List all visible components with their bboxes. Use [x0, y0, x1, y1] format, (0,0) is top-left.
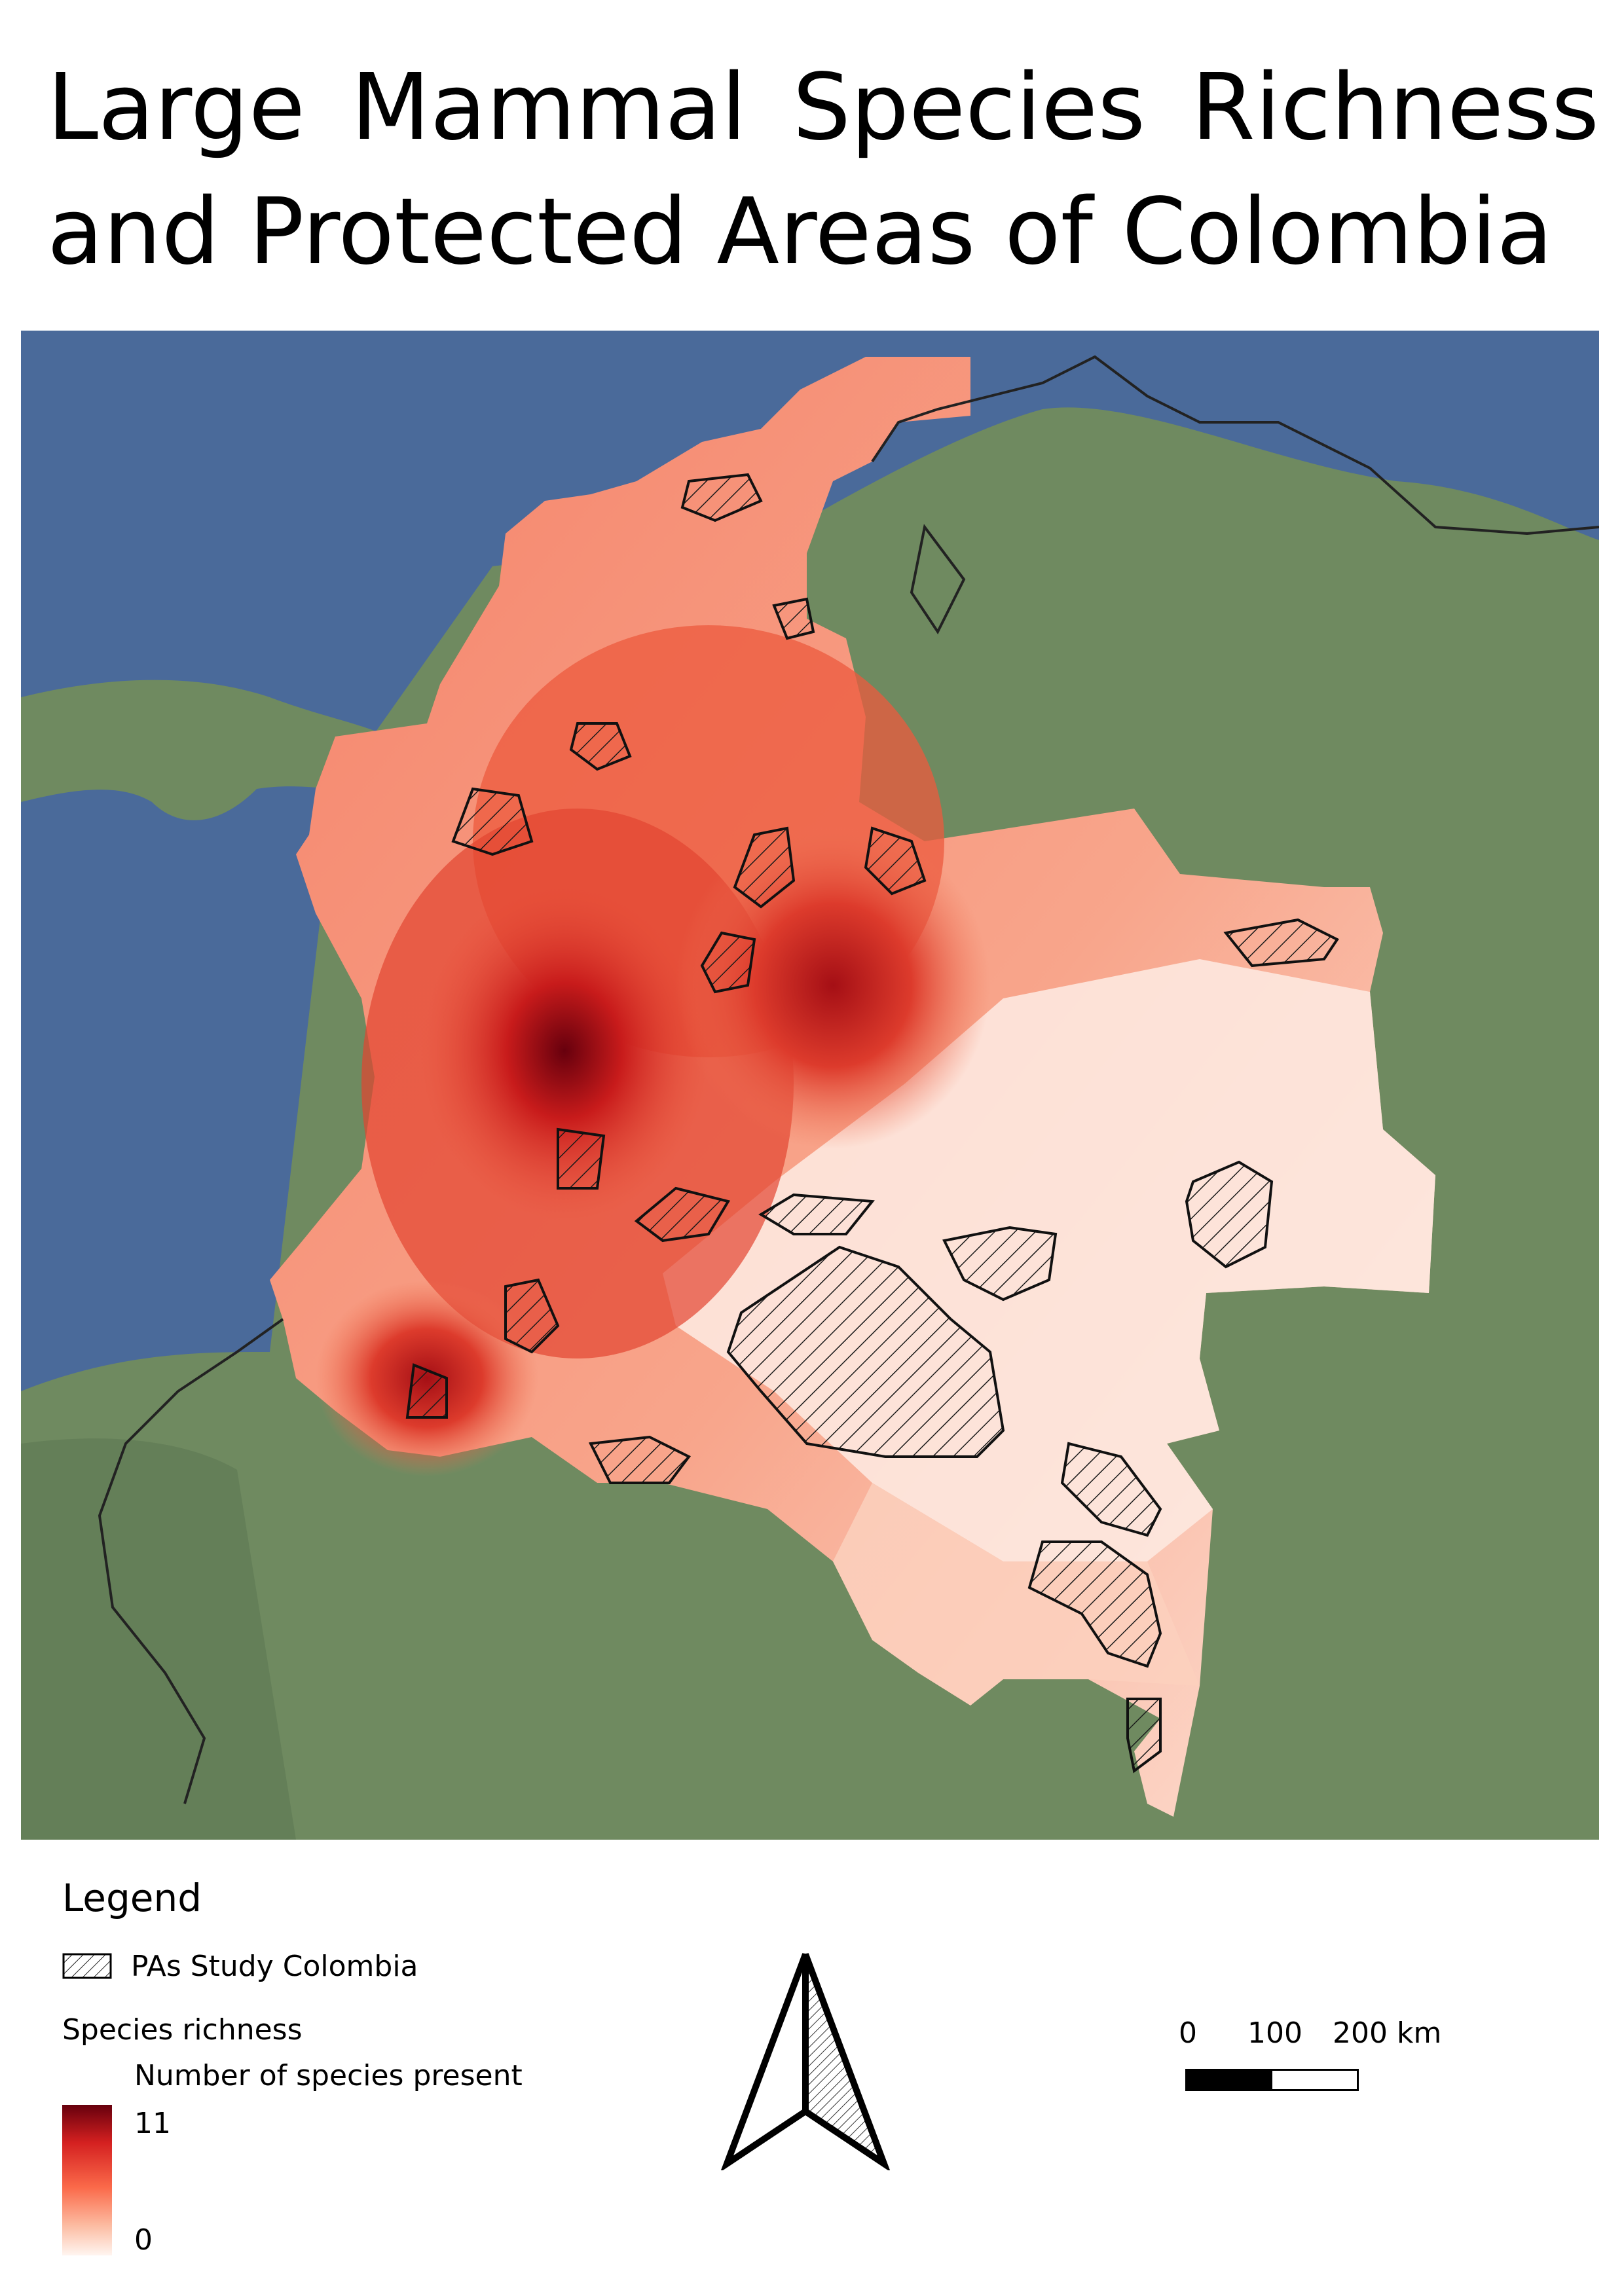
border-line — [910, 524, 966, 634]
title-word: Large — [47, 54, 305, 161]
ramp-min-label: 0 — [134, 2223, 153, 2257]
title-word: Species — [792, 54, 1146, 161]
color-ramp — [62, 2105, 112, 2255]
richness-hotspot-east — [676, 822, 990, 1149]
land-panama — [21, 680, 388, 820]
richness-hotspot-west — [420, 881, 709, 1221]
protected-area — [1060, 1442, 1162, 1537]
protected-area — [405, 1363, 448, 1419]
map-panel[interactable] — [21, 331, 1599, 1840]
scale-segment — [1187, 2071, 1272, 2089]
map-title: Large Mammal Species Richness and Protec… — [47, 46, 1599, 295]
country-borders — [98, 355, 1599, 1804]
protected-area — [504, 1278, 560, 1354]
scale-label-100: 100 — [1247, 2016, 1302, 2050]
legend-richness-subtitle: Number of species present — [134, 2059, 523, 2092]
legend-protected-areas-label: PAs Study Colombia — [131, 1950, 418, 1983]
land-ecuador — [21, 1438, 296, 1840]
protected-area — [1185, 1160, 1274, 1269]
protected-area — [758, 1193, 875, 1235]
protected-area — [864, 826, 927, 896]
protected-area — [569, 722, 632, 771]
protected-area — [1126, 1698, 1162, 1774]
title-line-1: Large Mammal Species Richness — [47, 46, 1599, 170]
protected-area — [733, 826, 796, 909]
protected-area — [1223, 918, 1339, 968]
protected-areas — [405, 473, 1339, 1774]
map-canvas — [21, 331, 1599, 1840]
border-line — [98, 1318, 284, 1804]
protected-area — [700, 931, 756, 994]
north-arrow-icon — [720, 1953, 891, 2170]
protected-area — [726, 1245, 1005, 1458]
title-line-2: and Protected Areas of Colombia — [47, 179, 1553, 285]
protected-area — [634, 1186, 731, 1243]
ramp-max-label: 11 — [134, 2107, 171, 2140]
scale-bar-graphic — [1185, 2069, 1359, 2091]
scale-bar: 0 100 200 km — [1172, 2016, 1447, 2091]
hatch-swatch-icon — [62, 1953, 112, 1979]
protected-area — [680, 473, 763, 522]
title-word: Mammal — [351, 54, 747, 161]
scale-label-200: 200 km — [1333, 2016, 1442, 2050]
protected-area — [1027, 1540, 1162, 1668]
scale-label-0: 0 — [1179, 2016, 1197, 2050]
scale-segment — [1272, 2071, 1357, 2089]
legend-richness-title: Species richness — [62, 2013, 303, 2047]
protected-area — [588, 1435, 692, 1484]
protected-area — [557, 1127, 606, 1190]
protected-area — [451, 787, 534, 856]
title-word: Richness — [1191, 54, 1599, 161]
border-line — [871, 355, 1599, 536]
legend-heading: Legend — [62, 1876, 202, 1920]
protected-area — [942, 1226, 1058, 1302]
protected-area — [772, 597, 815, 640]
